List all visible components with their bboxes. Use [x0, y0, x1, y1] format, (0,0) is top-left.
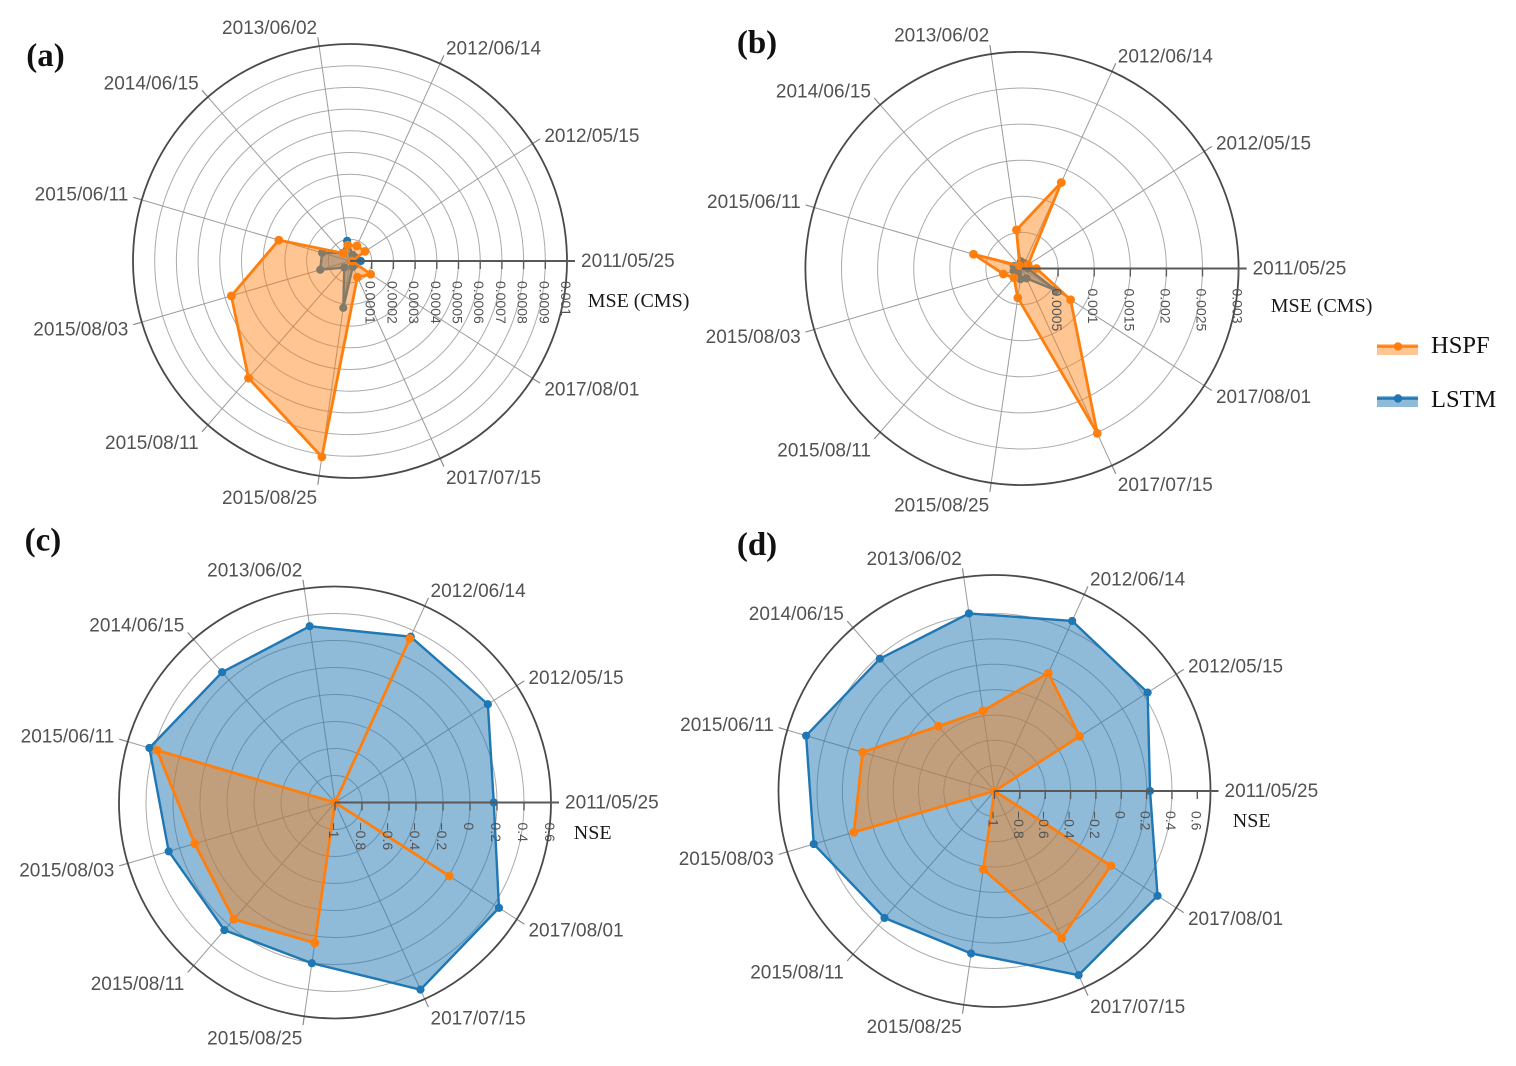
- svg-text:2013/06/02: 2013/06/02: [867, 549, 962, 570]
- svg-text:0.0015: 0.0015: [1121, 289, 1137, 332]
- svg-text:2012/06/14: 2012/06/14: [1090, 569, 1186, 590]
- svg-text:2013/06/02: 2013/06/02: [222, 18, 317, 39]
- svg-text:0.003: 0.003: [1230, 289, 1246, 324]
- svg-text:2015/08/25: 2015/08/25: [867, 1017, 962, 1038]
- svg-text:2012/06/14: 2012/06/14: [1118, 46, 1214, 67]
- svg-text:0.2: 0.2: [1138, 811, 1154, 831]
- svg-text:2011/05/25: 2011/05/25: [565, 793, 659, 814]
- svg-text:0.001: 0.001: [558, 281, 574, 316]
- svg-text:2012/05/15: 2012/05/15: [544, 126, 639, 147]
- svg-text:2017/08/01: 2017/08/01: [528, 921, 623, 942]
- svg-text:0.0003: 0.0003: [406, 281, 422, 324]
- svg-text:−0.2: −0.2: [1087, 811, 1103, 839]
- svg-text:LSTM: LSTM: [1431, 386, 1497, 413]
- svg-text:2015/08/11: 2015/08/11: [91, 974, 185, 995]
- svg-text:0.0001: 0.0001: [363, 281, 379, 324]
- svg-text:2013/06/02: 2013/06/02: [894, 26, 989, 47]
- svg-text:2015/06/11: 2015/06/11: [680, 715, 774, 736]
- svg-text:2017/08/01: 2017/08/01: [1188, 909, 1283, 930]
- svg-text:0.0009: 0.0009: [536, 281, 552, 324]
- svg-text:0.0002: 0.0002: [384, 281, 400, 324]
- svg-text:−0.6: −0.6: [380, 823, 396, 851]
- svg-text:(d): (d): [737, 527, 777, 563]
- svg-text:0.6: 0.6: [1188, 811, 1204, 831]
- svg-text:2014/06/15: 2014/06/15: [749, 604, 844, 625]
- svg-text:0.0005: 0.0005: [450, 281, 466, 324]
- svg-text:2015/08/03: 2015/08/03: [19, 861, 114, 882]
- svg-text:2014/06/15: 2014/06/15: [104, 73, 199, 94]
- svg-text:0.2: 0.2: [488, 823, 504, 843]
- svg-text:0.0005: 0.0005: [1049, 289, 1065, 332]
- svg-text:−0.4: −0.4: [1062, 811, 1078, 839]
- svg-text:0.6: 0.6: [542, 823, 558, 843]
- svg-text:2017/07/15: 2017/07/15: [1118, 475, 1213, 496]
- svg-text:2017/08/01: 2017/08/01: [544, 380, 639, 401]
- svg-text:2015/08/11: 2015/08/11: [777, 440, 871, 461]
- svg-text:2012/06/14: 2012/06/14: [431, 581, 527, 602]
- svg-text:2012/05/15: 2012/05/15: [528, 668, 623, 689]
- svg-text:2017/08/01: 2017/08/01: [1216, 387, 1311, 408]
- svg-text:2011/05/25: 2011/05/25: [581, 251, 675, 272]
- svg-text:2015/08/11: 2015/08/11: [105, 433, 199, 454]
- svg-text:2015/08/03: 2015/08/03: [33, 319, 128, 340]
- svg-text:NSE: NSE: [574, 822, 612, 844]
- svg-text:HSPF: HSPF: [1431, 332, 1490, 359]
- svg-text:−0.4: −0.4: [407, 823, 423, 851]
- svg-text:2015/06/11: 2015/06/11: [707, 192, 801, 213]
- svg-text:2015/08/03: 2015/08/03: [679, 849, 774, 870]
- svg-text:(b): (b): [737, 25, 777, 61]
- svg-text:2014/06/15: 2014/06/15: [89, 616, 184, 637]
- svg-text:−0.6: −0.6: [1036, 811, 1052, 839]
- svg-text:2015/08/25: 2015/08/25: [207, 1029, 302, 1050]
- svg-text:2015/08/03: 2015/08/03: [706, 327, 801, 348]
- svg-text:2017/07/15: 2017/07/15: [1090, 997, 1185, 1018]
- svg-text:−0.8: −0.8: [1011, 811, 1027, 839]
- svg-text:−0.8: −0.8: [353, 823, 369, 851]
- svg-text:2017/07/15: 2017/07/15: [446, 468, 541, 489]
- svg-text:2012/05/15: 2012/05/15: [1188, 656, 1283, 677]
- svg-text:NSE: NSE: [1233, 810, 1271, 832]
- svg-text:2011/05/25: 2011/05/25: [1225, 781, 1319, 802]
- svg-text:MSE (CMS): MSE (CMS): [588, 290, 690, 312]
- svg-text:0.001: 0.001: [1085, 289, 1101, 324]
- svg-text:0.0008: 0.0008: [515, 281, 531, 324]
- svg-text:0.0004: 0.0004: [428, 281, 444, 324]
- svg-text:2012/05/15: 2012/05/15: [1216, 133, 1311, 154]
- svg-text:2015/08/25: 2015/08/25: [222, 488, 317, 509]
- svg-text:0.002: 0.002: [1157, 289, 1173, 324]
- svg-text:(c): (c): [25, 523, 62, 559]
- svg-text:2015/06/11: 2015/06/11: [21, 726, 115, 747]
- svg-text:2015/08/25: 2015/08/25: [894, 495, 989, 516]
- svg-text:2011/05/25: 2011/05/25: [1253, 259, 1347, 280]
- svg-text:(a): (a): [26, 38, 64, 74]
- svg-text:2014/06/15: 2014/06/15: [776, 81, 871, 102]
- svg-text:0: 0: [1112, 811, 1128, 819]
- svg-text:−1: −1: [986, 811, 1002, 827]
- svg-text:0.4: 0.4: [515, 823, 531, 843]
- svg-text:0.0025: 0.0025: [1194, 289, 1210, 332]
- svg-text:2013/06/02: 2013/06/02: [207, 560, 302, 581]
- svg-text:0.0007: 0.0007: [493, 281, 509, 324]
- svg-text:2015/06/11: 2015/06/11: [35, 185, 129, 206]
- svg-text:MSE (CMS): MSE (CMS): [1271, 295, 1373, 317]
- svg-text:2017/07/15: 2017/07/15: [431, 1009, 526, 1030]
- svg-text:−0.2: −0.2: [434, 823, 450, 851]
- svg-text:0: 0: [461, 823, 477, 831]
- svg-text:2015/08/11: 2015/08/11: [750, 962, 844, 983]
- svg-text:2012/06/14: 2012/06/14: [446, 39, 542, 60]
- svg-text:0.4: 0.4: [1163, 811, 1179, 831]
- svg-text:−1: −1: [326, 823, 342, 839]
- svg-text:0.0006: 0.0006: [471, 281, 487, 324]
